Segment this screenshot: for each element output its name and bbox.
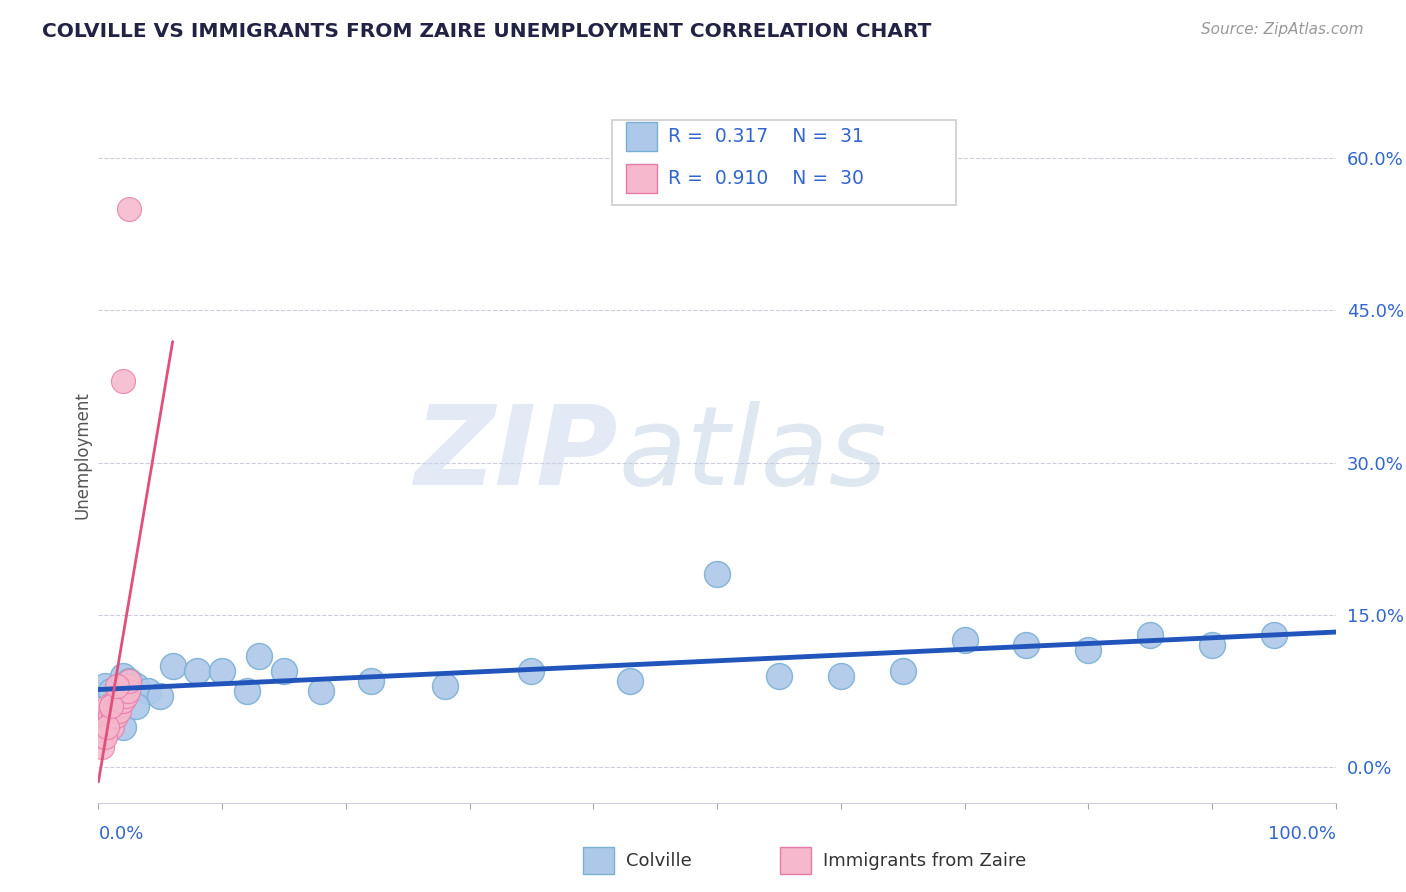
Point — [360, 673, 382, 688]
Point — [110, 694, 132, 708]
Text: Immigrants from Zaire: Immigrants from Zaire — [823, 852, 1026, 870]
Point — [98, 709, 121, 723]
Point — [107, 699, 129, 714]
Point — [96, 709, 118, 723]
Point — [100, 684, 122, 698]
Point — [149, 689, 172, 703]
Point — [111, 689, 134, 703]
Point — [706, 567, 728, 582]
Point — [93, 730, 115, 744]
Point — [211, 664, 233, 678]
Point — [118, 202, 141, 216]
Point — [105, 689, 128, 703]
Text: R =  0.910    N =  30: R = 0.910 N = 30 — [668, 169, 863, 188]
Point — [114, 689, 136, 703]
Point — [93, 709, 115, 723]
Text: Colville: Colville — [626, 852, 692, 870]
Point — [117, 684, 139, 698]
Point — [105, 694, 128, 708]
Point — [94, 720, 117, 734]
Point — [96, 720, 118, 734]
Point — [118, 673, 141, 688]
Point — [115, 679, 138, 693]
Point — [124, 679, 146, 693]
Point — [1201, 639, 1223, 653]
Point — [100, 699, 122, 714]
Point — [100, 699, 122, 714]
Point — [104, 709, 127, 723]
Point — [891, 664, 914, 678]
Point — [1077, 643, 1099, 657]
Point — [101, 720, 124, 734]
Text: atlas: atlas — [619, 401, 887, 508]
Y-axis label: Unemployment: Unemployment — [73, 391, 91, 519]
Point — [93, 730, 115, 744]
Point — [1015, 639, 1038, 653]
Text: ZIP: ZIP — [415, 401, 619, 508]
Point — [124, 699, 146, 714]
Point — [162, 658, 184, 673]
Point — [236, 684, 259, 698]
Text: COLVILLE VS IMMIGRANTS FROM ZAIRE UNEMPLOYMENT CORRELATION CHART: COLVILLE VS IMMIGRANTS FROM ZAIRE UNEMPL… — [42, 22, 932, 41]
Point — [619, 673, 641, 688]
Point — [520, 664, 543, 678]
Point — [136, 684, 159, 698]
Point — [103, 699, 125, 714]
Point — [1263, 628, 1285, 642]
Point — [112, 669, 135, 683]
Point — [112, 684, 135, 698]
Point — [247, 648, 270, 663]
Point — [112, 374, 135, 388]
Point — [103, 709, 125, 723]
Point — [93, 679, 115, 693]
Point — [953, 633, 976, 648]
Point — [97, 699, 120, 714]
Point — [112, 694, 135, 708]
Point — [186, 664, 208, 678]
Text: R =  0.317    N =  31: R = 0.317 N = 31 — [668, 127, 863, 146]
Point — [433, 679, 456, 693]
Point — [1139, 628, 1161, 642]
Point — [91, 739, 114, 754]
Point — [830, 669, 852, 683]
Point — [118, 673, 141, 688]
Point — [768, 669, 790, 683]
Point — [309, 684, 332, 698]
Text: Source: ZipAtlas.com: Source: ZipAtlas.com — [1201, 22, 1364, 37]
Text: 100.0%: 100.0% — [1268, 825, 1336, 843]
Point — [108, 705, 131, 719]
Point — [105, 679, 128, 693]
Point — [91, 720, 114, 734]
Text: 0.0%: 0.0% — [98, 825, 143, 843]
Point — [273, 664, 295, 678]
Point — [112, 720, 135, 734]
